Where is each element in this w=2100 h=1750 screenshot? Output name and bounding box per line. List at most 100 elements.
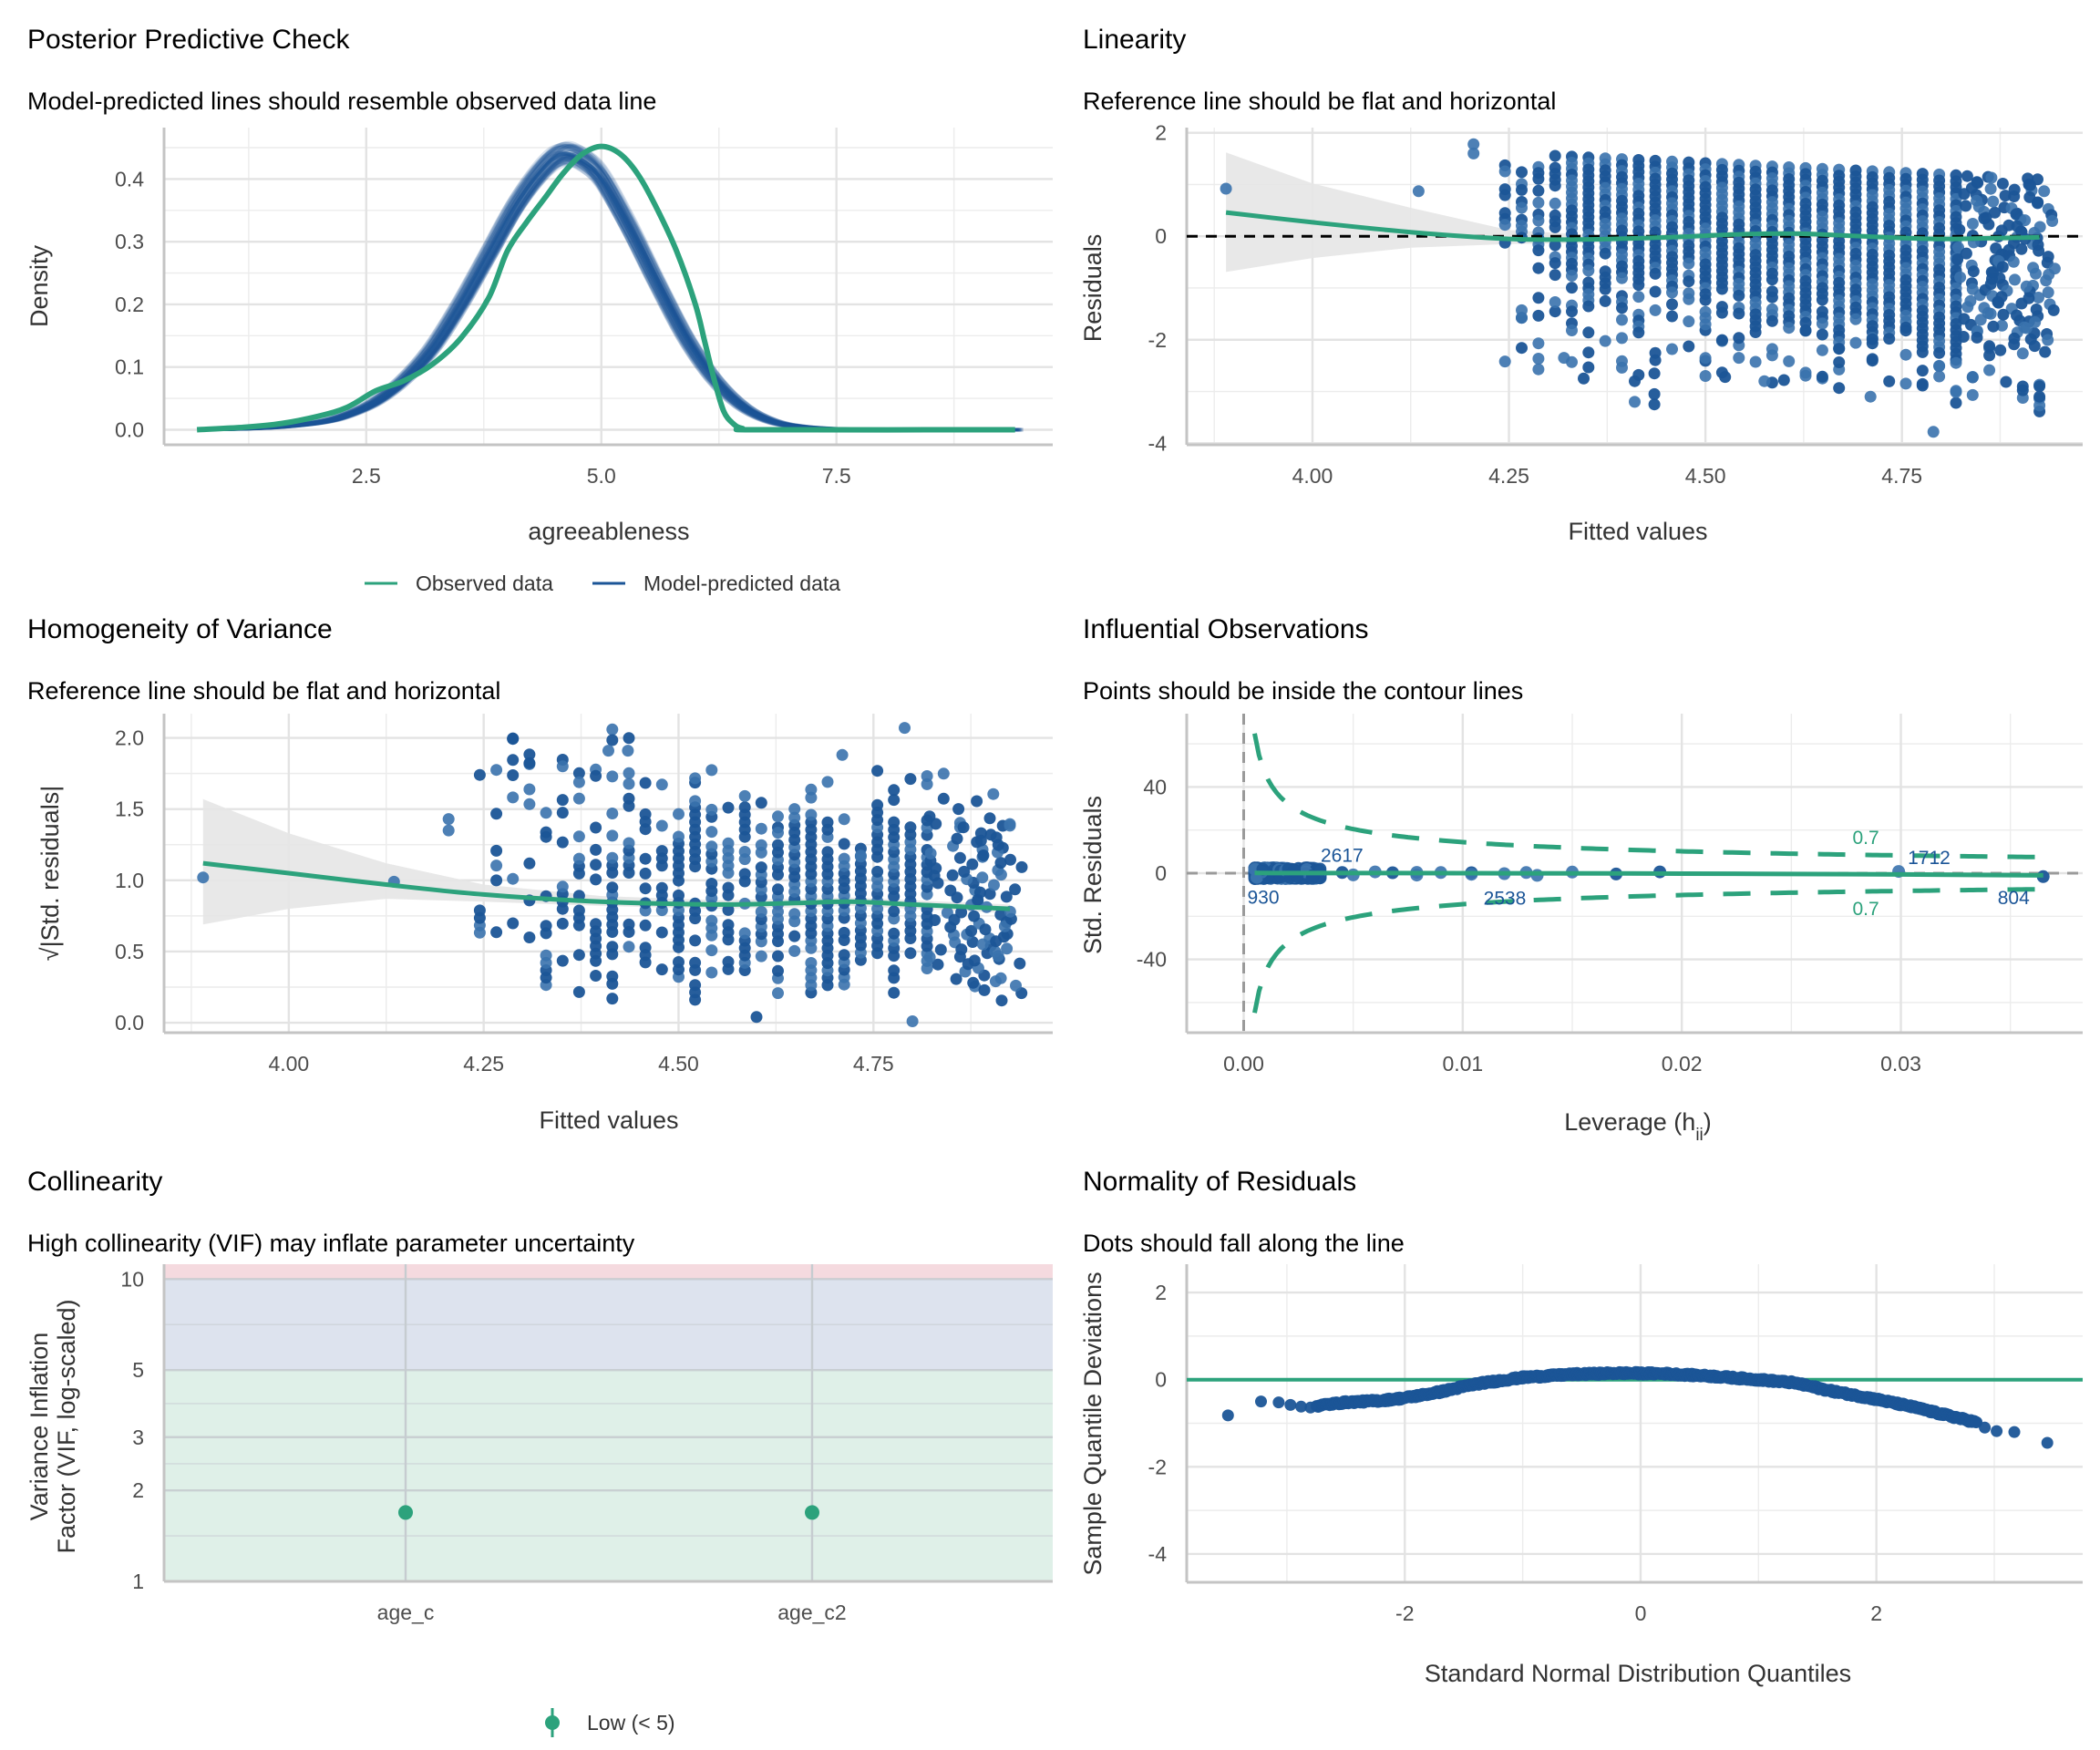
data-point <box>951 832 963 845</box>
data-point <box>590 918 602 931</box>
data-point <box>921 777 933 790</box>
data-point <box>1961 170 1973 182</box>
data-point <box>1000 890 1013 903</box>
data-point <box>1582 346 1595 359</box>
data-point <box>994 972 1007 984</box>
data-point <box>1284 1398 1297 1411</box>
data-point <box>1558 352 1570 365</box>
data-point <box>1616 314 1628 326</box>
data-point <box>1004 853 1016 866</box>
data-point <box>1549 221 1561 233</box>
data-point <box>738 846 751 858</box>
data-point <box>755 861 767 874</box>
data-point <box>772 950 784 962</box>
vif-point <box>398 1505 413 1520</box>
data-point <box>705 966 718 979</box>
data-point <box>1566 324 1578 336</box>
data-point <box>1816 293 1828 306</box>
data-point <box>473 904 486 917</box>
data-point <box>490 844 503 857</box>
data-point <box>556 794 569 807</box>
data-point <box>955 943 968 956</box>
data-point <box>1255 1395 1267 1408</box>
data-point <box>1699 293 1712 306</box>
data-point <box>838 813 850 826</box>
data-point <box>1532 337 1545 350</box>
data-point <box>1532 184 1545 197</box>
data-point <box>1816 328 1828 341</box>
data-point <box>1629 396 1641 408</box>
y-tick-label: 0 <box>1155 861 1167 885</box>
data-point <box>1849 313 1862 325</box>
data-point <box>1799 366 1812 379</box>
data-point <box>507 754 520 767</box>
x-tick-label: 4.50 <box>658 1052 699 1076</box>
data-point <box>540 826 552 839</box>
data-point <box>1916 377 1929 390</box>
model-predicted-draw-line <box>232 152 1024 432</box>
data-point <box>1987 195 2000 208</box>
data-point <box>523 757 536 769</box>
data-point <box>655 926 668 939</box>
vif-band-high <box>164 1264 1053 1280</box>
data-point <box>1632 279 1645 292</box>
data-point <box>1765 314 1778 327</box>
data-point <box>1549 305 1561 318</box>
data-point <box>1009 883 1022 896</box>
data-point <box>1933 359 1946 372</box>
y-tick-label: -4 <box>1148 1542 1168 1566</box>
data-point <box>2008 338 2021 351</box>
data-point <box>606 881 619 894</box>
data-point <box>540 807 552 819</box>
data-point <box>572 776 585 788</box>
panel-subtitle: Model-predicted lines should resemble ob… <box>27 88 656 115</box>
data-point <box>1412 185 1425 198</box>
data-point <box>1974 314 1987 326</box>
data-point <box>1982 218 1995 231</box>
x-tick-label: 4.75 <box>1881 464 1922 488</box>
data-point <box>606 829 619 842</box>
data-point <box>950 973 962 985</box>
data-point <box>1549 296 1561 308</box>
data-point <box>1971 331 1983 344</box>
data-point <box>490 808 503 820</box>
cooks-distance-contour-lower <box>1252 887 2043 1014</box>
data-point <box>490 874 503 887</box>
x-tick-label: 0.03 <box>1880 1052 1921 1076</box>
data-point <box>958 865 971 878</box>
x-tick-label: 4.00 <box>1292 464 1333 488</box>
data-point <box>755 797 767 809</box>
y-tick-label: -40 <box>1137 948 1167 972</box>
observed-data-line <box>196 143 1015 433</box>
data-point <box>952 803 965 816</box>
data-point <box>1996 319 2008 332</box>
data-point <box>1532 244 1545 257</box>
data-point <box>2028 340 2041 353</box>
data-point <box>1950 356 1962 369</box>
data-point <box>556 836 569 849</box>
data-point <box>1683 257 1695 270</box>
data-point <box>1765 273 1778 286</box>
data-point <box>1765 349 1778 362</box>
data-point <box>1983 349 1996 362</box>
data-point <box>572 985 585 998</box>
tick-labels: 0.00 0.01 0.02 0.03 -40 0 40 <box>1137 775 1921 1076</box>
y-tick-label: -2 <box>1148 328 1167 352</box>
data-point <box>871 765 884 777</box>
plot-marks <box>1187 1365 2083 1449</box>
data-point <box>705 803 718 816</box>
data-point <box>623 941 635 953</box>
data-point <box>606 851 619 864</box>
data-point <box>1715 334 1728 346</box>
model-predicted-draw-line <box>233 151 1024 432</box>
data-point <box>655 963 668 976</box>
data-point <box>705 840 718 853</box>
data-point <box>2040 274 2053 287</box>
data-point <box>1582 300 1595 313</box>
data-point <box>655 845 668 858</box>
data-point <box>888 784 901 797</box>
model-predicted-draw-line <box>231 144 1022 432</box>
panel-title: Collinearity <box>27 1167 162 1197</box>
data-point <box>1516 166 1528 179</box>
data-point <box>1014 957 1026 970</box>
